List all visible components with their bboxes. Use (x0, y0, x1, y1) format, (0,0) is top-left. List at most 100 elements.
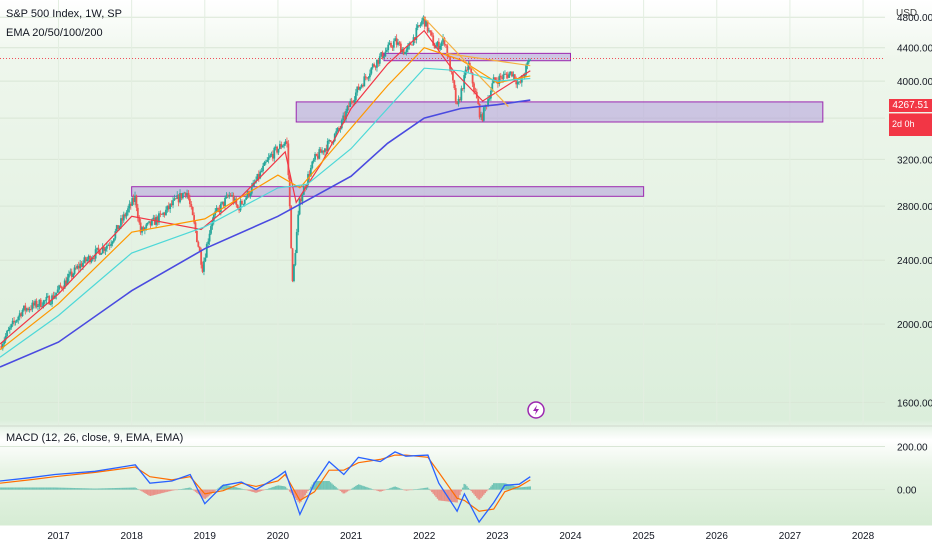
macd-histogram-bar (51, 487, 53, 490)
macd-histogram-bar (168, 489, 170, 492)
macd-histogram-bar (71, 487, 73, 490)
candle-body (336, 127, 339, 132)
candle-body (513, 74, 516, 81)
macd-histogram-bar (280, 485, 283, 490)
macd-histogram-bar (277, 485, 280, 490)
indicator-legend[interactable]: EMA 20/50/100/200 (6, 27, 103, 39)
macd-histogram-bar (107, 488, 110, 490)
candle-body (338, 127, 340, 130)
macd-histogram-bar (200, 489, 202, 497)
macd-histogram-bar (525, 486, 527, 490)
macd-histogram-bar (481, 489, 484, 497)
candle-body (31, 302, 34, 310)
macd-histogram-bar (270, 487, 273, 490)
macd-histogram-bar (155, 489, 157, 495)
macd-legend[interactable]: MACD (12, 26, close, 9, EMA, EMA) (6, 432, 184, 444)
price-axis-label: 4000.00 (897, 77, 932, 88)
candle-body (105, 245, 108, 249)
candle-body (183, 192, 186, 194)
candle-body (489, 90, 492, 99)
macd-histogram-bar (21, 487, 24, 490)
macd-histogram-bar (80, 488, 83, 490)
macd-histogram-bar (116, 487, 118, 490)
candle-body (8, 327, 11, 330)
candle-body (398, 42, 401, 44)
candle-body (75, 267, 77, 269)
macd-histogram-bar (345, 489, 347, 493)
candle-body (415, 27, 418, 41)
candle-body (508, 73, 511, 78)
candle-body (293, 264, 295, 282)
candle-body (350, 101, 353, 103)
macd-histogram-bar (118, 487, 121, 490)
candle-body (374, 66, 377, 68)
candle-body (179, 193, 181, 203)
macd-histogram-bar (158, 489, 160, 494)
last-price-tag: 4267.51 (889, 99, 932, 112)
macd-histogram-bar (394, 486, 396, 490)
candle-body (235, 198, 238, 205)
candle-body (397, 42, 399, 45)
candle-body (444, 44, 447, 46)
candle-body (449, 57, 451, 72)
candle-body (201, 264, 204, 272)
macd-histogram-bar (485, 489, 488, 492)
macd-histogram-bar (282, 486, 284, 490)
candle-body (307, 174, 309, 185)
candle-body (356, 86, 359, 93)
macd-histogram-bar (30, 487, 32, 490)
macd-histogram-bar (86, 488, 88, 490)
macd-histogram-bar (377, 489, 380, 492)
macd-histogram-bar (231, 486, 233, 490)
macd-histogram-bar (324, 481, 326, 490)
macd-histogram-bar (222, 484, 225, 490)
candle-body (256, 173, 259, 181)
candle-body (39, 299, 42, 308)
candle-body (343, 115, 346, 120)
macd-histogram-bar (327, 481, 329, 490)
candle-body (488, 98, 491, 100)
macd-histogram-bar (447, 489, 450, 502)
trendline (423, 16, 509, 108)
macd-histogram-bar (124, 487, 126, 490)
macd-histogram-bar (260, 489, 263, 491)
candle-body (331, 141, 333, 144)
macd-histogram-bar (113, 488, 115, 490)
time-axis-label: 2027 (779, 531, 802, 542)
candle-body (325, 148, 328, 152)
candle-body (158, 213, 160, 223)
candle-body (103, 247, 105, 251)
macd-histogram-bar (373, 489, 375, 491)
macd-histogram-bar (145, 489, 147, 494)
macd-histogram-bar (303, 489, 305, 498)
candle-body (34, 300, 37, 306)
candle-body (324, 148, 326, 153)
macd-histogram-bar (34, 487, 36, 490)
candle-body (422, 16, 425, 21)
candle-body (359, 86, 361, 90)
lightning-icon[interactable] (527, 401, 545, 419)
candle-body (52, 295, 55, 299)
macd-histogram-bar (492, 483, 495, 490)
macd-histogram-bar (415, 489, 418, 490)
macd-histogram-bar (440, 489, 443, 501)
macd-histogram-bar (490, 486, 492, 490)
candle-body (392, 41, 395, 48)
macd-histogram-bar (341, 489, 343, 493)
candle-body (335, 131, 338, 134)
candle-body (90, 259, 93, 263)
macd-histogram-bar (474, 489, 477, 497)
candle-body (301, 194, 304, 202)
candle-body (432, 35, 435, 46)
macd-histogram-bar (45, 487, 48, 490)
macd-histogram-bar (386, 489, 388, 490)
macd-histogram-bar (359, 484, 361, 490)
candle-body (349, 101, 352, 107)
macd-histogram-bar (94, 488, 97, 490)
candle-body (128, 203, 131, 209)
candle-body (46, 296, 49, 297)
macd-histogram-bar (179, 489, 181, 490)
macd-histogram-bar (401, 489, 403, 490)
